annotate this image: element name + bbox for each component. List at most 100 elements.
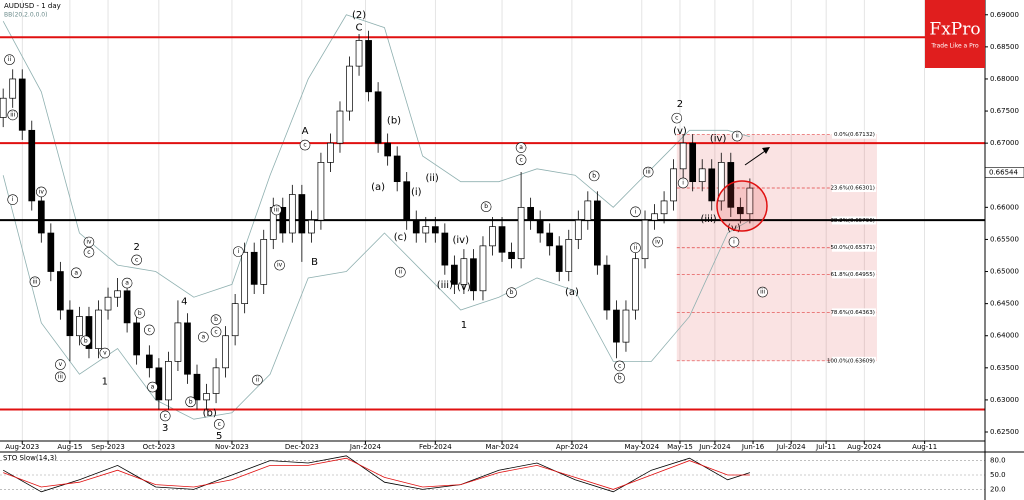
candle-body — [184, 322, 191, 375]
wave-label: v — [103, 350, 107, 357]
candle-body — [37, 200, 45, 234]
candle-body — [155, 367, 163, 401]
candle — [28, 120, 36, 211]
wave-circle — [515, 142, 527, 153]
wave-label: (i) — [411, 187, 422, 198]
wave-label: v — [59, 361, 63, 368]
candle — [47, 223, 55, 282]
candle-body — [670, 168, 677, 202]
wave-circle — [80, 335, 92, 347]
wave-label: a — [125, 280, 129, 287]
x-tick-label: Aug-15 — [57, 443, 82, 451]
fib-label: 61.8%(0.64955) — [830, 272, 875, 278]
wave-label: (b) — [203, 408, 217, 419]
x-tick-label: Nov-2023 — [215, 443, 249, 451]
wave-circle — [121, 277, 133, 289]
candle — [736, 197, 744, 224]
candle — [327, 133, 334, 173]
candle — [279, 197, 287, 243]
candle — [536, 210, 544, 243]
candle — [717, 152, 725, 211]
candle — [422, 216, 430, 243]
candle — [412, 210, 420, 243]
sto-tick-label: 20.0 — [990, 485, 1006, 493]
x-tick-label: Jul-11 — [815, 443, 836, 451]
wave-circle — [70, 267, 82, 279]
candle — [441, 223, 449, 275]
sto-tick-label: 80.0 — [990, 457, 1006, 465]
candle-body — [393, 155, 401, 183]
wave-label: i — [237, 248, 239, 255]
wave-circle — [210, 314, 222, 325]
wave-label: (iv) — [452, 235, 469, 246]
wave-label: B — [311, 257, 318, 268]
x-tick-label: May-2024 — [624, 443, 659, 451]
fib-label: 0.0%(0.67132) — [834, 132, 875, 138]
wave-label: i — [12, 196, 14, 203]
wave-label: c — [675, 115, 678, 122]
x-tick-label: Feb-2024 — [419, 443, 452, 451]
candle — [451, 255, 458, 294]
candle — [174, 300, 182, 372]
candle-body — [104, 296, 112, 311]
candle-body — [451, 264, 458, 285]
candle-body — [365, 40, 372, 93]
wave-circle — [299, 139, 311, 151]
y-tick-label: 0.68000 — [990, 75, 1019, 83]
fib-label: 23.6%(0.66301) — [830, 186, 875, 192]
candle-body — [574, 219, 582, 240]
wave-label: 3 — [162, 423, 168, 434]
wave-circle — [134, 307, 146, 319]
candle-body — [288, 194, 296, 234]
arrow-head — [762, 147, 770, 154]
wave-label: i — [733, 239, 735, 246]
wave-circle — [271, 204, 282, 216]
candle — [632, 249, 639, 320]
candle-body — [28, 129, 36, 202]
wave-circle — [83, 246, 95, 258]
candle — [0, 88, 7, 128]
candle-body — [517, 206, 525, 260]
wave-label: iii — [10, 111, 15, 118]
candle-body — [9, 78, 17, 99]
candle — [708, 159, 716, 211]
wave-label: 4 — [181, 297, 187, 308]
candle-body — [336, 110, 344, 144]
wave-circle — [630, 242, 641, 254]
candle-body — [632, 258, 639, 311]
candle — [66, 300, 74, 362]
sto-line — [2, 455, 750, 493]
wave-label: b — [618, 375, 622, 382]
wave-label: b — [138, 310, 142, 317]
wave-circle — [728, 236, 740, 248]
candle — [470, 249, 477, 301]
x-tick-label: May-15 — [667, 443, 693, 451]
candle-body — [250, 251, 258, 285]
candle-body — [441, 232, 449, 266]
candle-body — [498, 226, 506, 253]
candle — [95, 300, 102, 359]
wave-circle — [144, 324, 155, 336]
wave-circle — [55, 371, 66, 383]
candle-body — [145, 354, 153, 369]
candle-body — [698, 168, 706, 183]
fib-label-bg — [831, 243, 876, 252]
x-tick-label: Dec-2023 — [285, 443, 319, 451]
candle-body — [431, 226, 439, 234]
wave-label: iv — [277, 262, 283, 269]
candle — [555, 236, 563, 282]
x-tick-label: Sep-2023 — [91, 443, 125, 451]
candle-body — [736, 206, 744, 215]
wave-label: ii — [634, 244, 638, 251]
highlight-circle — [716, 180, 768, 232]
wave-circle — [99, 347, 111, 359]
candle — [104, 287, 112, 320]
price-tag-label: 0.66544 — [989, 168, 1018, 176]
fib-label: 100.0%(0.63609) — [827, 358, 875, 364]
candle-body — [174, 322, 182, 362]
y-tick-label: 0.67000 — [990, 139, 1019, 147]
candle-body — [536, 219, 544, 234]
candle-body — [422, 226, 430, 234]
